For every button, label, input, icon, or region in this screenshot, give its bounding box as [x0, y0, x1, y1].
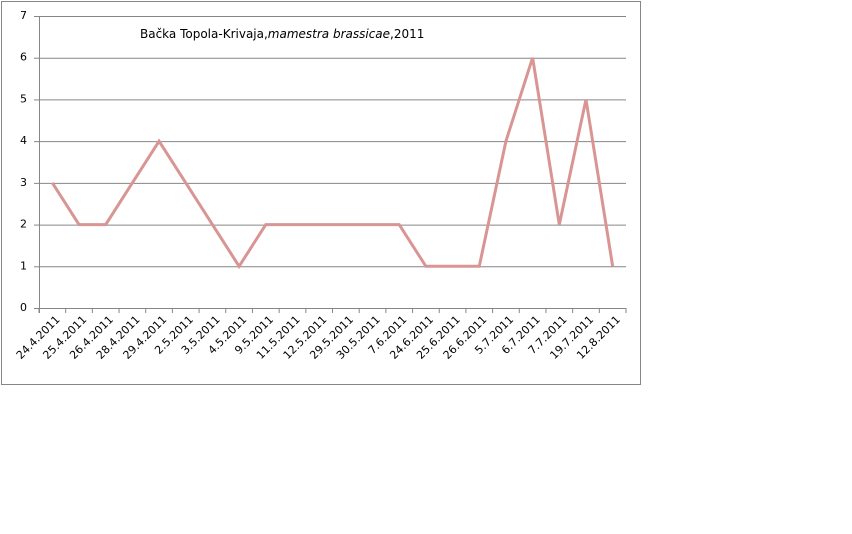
y-tick-label: 3: [20, 176, 27, 189]
title-part: ,2011: [390, 27, 424, 41]
chart-title: Bačka Topola-Krivaja,mamestra brassicae,…: [140, 27, 424, 41]
y-tick-label: 5: [20, 92, 27, 105]
y-tick-label: 6: [20, 51, 27, 64]
title-part: Bačka Topola-Krivaja,: [140, 27, 268, 41]
y-tick-label: 4: [20, 134, 27, 147]
y-tick-label: 0: [20, 301, 27, 314]
y-tick-label: 7: [20, 9, 27, 22]
title-part: mamestra brassicae: [268, 27, 390, 41]
y-tick-label: 2: [20, 218, 27, 231]
line: [51, 57, 615, 270]
y-tick-label: 1: [20, 259, 27, 272]
